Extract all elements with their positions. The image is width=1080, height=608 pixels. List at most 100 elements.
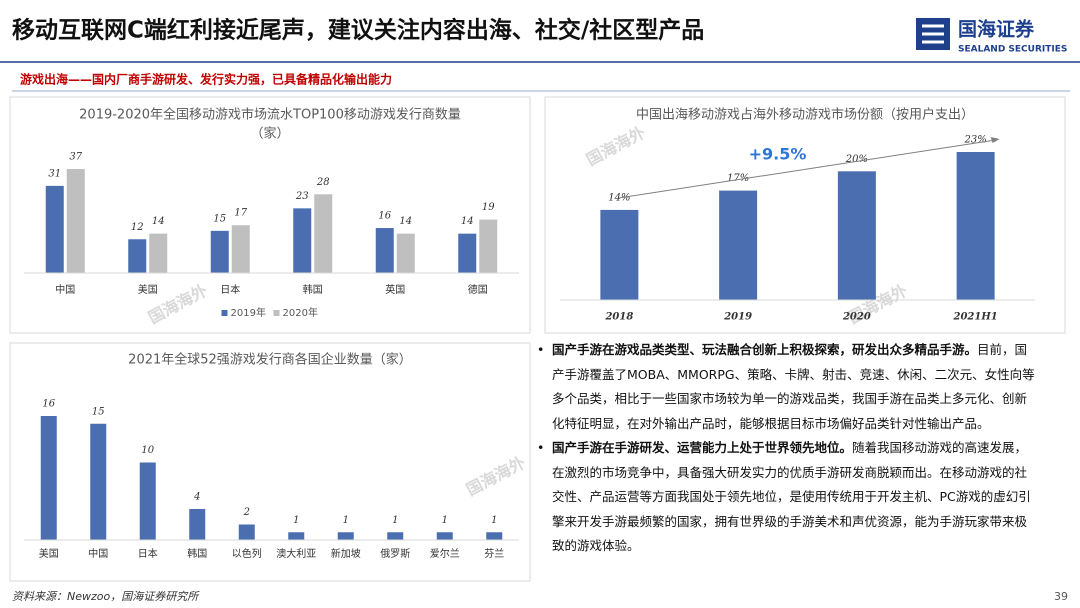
bar — [238, 524, 255, 540]
x-tick-label: 日本 — [138, 547, 158, 560]
chart-title: 2021年全球52强游戏发行商各国企业数量（家） — [128, 352, 412, 368]
chart-title: 2019-2020年全国移动游戏市场流水TOP100移动游戏发行商数量 — [79, 107, 461, 123]
x-tick-label: 新加坡 — [331, 547, 361, 560]
chart-subtitle: （家） — [250, 126, 289, 142]
data-label: 17% — [727, 173, 749, 184]
page-number: 39 — [1054, 590, 1068, 603]
bar — [293, 208, 312, 273]
bullet-text: 随着我国移动游戏的高速发展，在激烈的市场竞争中，具备强大研发实力的优质手游研发商… — [552, 440, 1031, 553]
data-label: 16 — [42, 399, 55, 410]
x-tick-label: 英国 — [385, 283, 405, 296]
legend-swatch — [273, 310, 280, 316]
bar — [436, 532, 453, 540]
legend-swatch — [221, 310, 228, 316]
x-tick-label: 俄罗斯 — [380, 547, 410, 560]
x-tick-label: 美国 — [138, 283, 158, 296]
bullet-lead: 国产手游在手游研发、运营能力上处于世界领先地位。 — [552, 440, 853, 455]
section-subtitle: 游戏出海——国内厂商手游研发、发行实力强，已具备精品化输出能力 — [20, 72, 392, 87]
data-label: 31 — [48, 168, 61, 179]
data-label: 10 — [141, 445, 154, 456]
x-tick-label: 爱尔兰 — [430, 547, 460, 560]
bar — [337, 532, 354, 540]
bullet-text: 目前，国产手游覆盖了MOBA、MMORPG、策略、卡牌、射击、竞速、休闲、二次元… — [552, 342, 1035, 431]
slide-title: 移动互联网C端红利接近尾声，建议关注内容出海、社交/社区型产品 — [12, 17, 704, 44]
data-label: 1 — [491, 515, 497, 526]
bar — [149, 233, 168, 273]
panel — [9, 342, 531, 582]
bar — [128, 239, 147, 273]
bar — [396, 233, 415, 273]
data-label: 14 — [461, 216, 474, 227]
x-tick-label: 中国 — [88, 547, 108, 560]
bar — [956, 152, 995, 300]
x-tick-label: 2019 — [723, 312, 752, 323]
data-label: 1 — [343, 515, 349, 526]
data-label: 37 — [69, 152, 82, 163]
annotation: +9.5% — [749, 145, 807, 164]
x-tick-label: 韩国 — [303, 283, 323, 296]
logo — [916, 18, 950, 50]
data-label: 23% — [964, 135, 987, 146]
bar — [719, 190, 758, 300]
trend-arrow — [619, 139, 996, 199]
watermark: 国海海外 — [463, 453, 528, 500]
x-tick-label: 美国 — [39, 547, 59, 560]
bar — [40, 416, 57, 540]
data-label: 19 — [482, 202, 495, 213]
data-label: 17 — [234, 208, 247, 219]
bar — [314, 194, 333, 273]
data-label: 12 — [131, 222, 144, 233]
x-tick-label: 2018 — [604, 312, 633, 323]
data-label: 15 — [213, 213, 226, 224]
bar — [90, 423, 107, 540]
bar — [479, 219, 498, 273]
logo-icon-lines — [922, 24, 944, 44]
data-label: 14 — [152, 216, 165, 227]
bar — [210, 230, 229, 273]
x-tick-label: 韩国 — [187, 547, 207, 560]
data-label: 2 — [243, 507, 250, 518]
bullet-list: 国产手游在游戏品类类型、玩法融合创新上积极探索，研发出众多精品手游。目前，国产手… — [537, 338, 1037, 559]
x-tick-label: 德国 — [468, 283, 488, 296]
data-label: 28 — [316, 177, 330, 188]
data-label: 1 — [392, 515, 398, 526]
x-tick-label: 以色列 — [232, 547, 262, 560]
data-label: 1 — [293, 515, 299, 526]
bar — [139, 462, 156, 540]
bar — [189, 509, 206, 540]
bar — [837, 171, 876, 300]
x-tick-label: 日本 — [220, 283, 240, 296]
bar — [375, 228, 394, 273]
bullet-lead: 国产手游在游戏品类类型、玩法融合创新上积极探索，研发出众多精品手游。 — [552, 342, 978, 357]
data-label: 1 — [442, 515, 448, 526]
bar — [231, 225, 250, 273]
bar — [288, 532, 305, 540]
watermark: 国海海外 — [583, 123, 648, 170]
bullet: 国产手游在游戏品类类型、玩法融合创新上积极探索，研发出众多精品手游。目前，国产手… — [537, 338, 1037, 436]
logo-en: SEALAND SECURITIES — [958, 45, 1067, 55]
bar — [387, 532, 404, 540]
data-label: 20% — [845, 154, 868, 165]
source: 资料来源：Newzoo，国海证券研究所 — [12, 590, 200, 603]
x-tick-label: 中国 — [55, 283, 75, 296]
bar — [486, 532, 503, 540]
bar — [458, 233, 477, 273]
bar — [45, 185, 64, 273]
x-tick-label: 2020 — [842, 312, 871, 323]
x-tick-label: 芬兰 — [484, 547, 504, 560]
chart-title: 中国出海移动游戏占海外移动游戏市场份额（按用户支出） — [636, 107, 974, 123]
trend-arrowhead — [990, 137, 1000, 143]
data-label: 4 — [193, 492, 200, 503]
panel — [9, 96, 531, 334]
bar — [66, 169, 85, 273]
legend-label: 2019年 — [231, 306, 266, 319]
data-label: 16 — [378, 211, 391, 222]
data-label: 23 — [295, 191, 309, 202]
logo-cn: 国海证券 — [958, 18, 1035, 41]
x-tick-label: 2021H1 — [953, 312, 998, 323]
data-label: 14 — [399, 216, 412, 227]
bullet: 国产手游在手游研发、运营能力上处于世界领先地位。随着我国移动游戏的高速发展，在激… — [537, 436, 1037, 559]
bar — [600, 209, 639, 300]
